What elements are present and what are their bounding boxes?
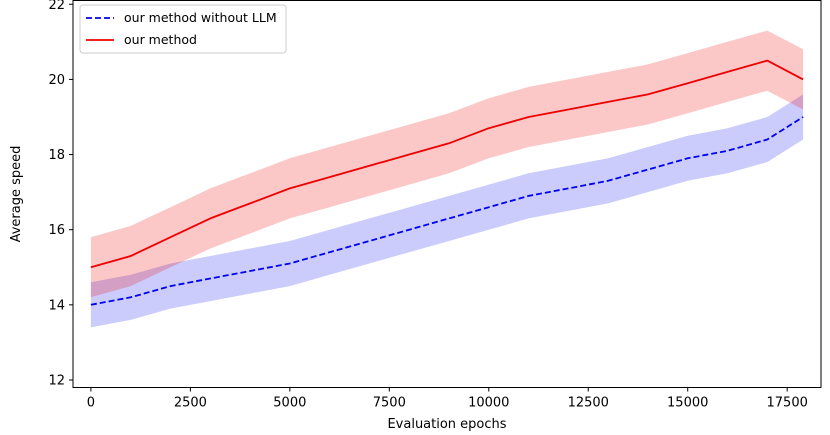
y-axis-label: Average speed xyxy=(9,146,24,243)
confidence-bands xyxy=(90,30,804,328)
legend-label-series-1: our method xyxy=(124,32,197,47)
series-lines xyxy=(90,59,804,306)
series-1-line xyxy=(90,59,804,269)
plot-frame xyxy=(72,0,822,388)
y-tick-label: 16 xyxy=(48,223,65,238)
series-0-line xyxy=(90,116,804,306)
x-axis-label: Evaluation epochs xyxy=(387,417,506,432)
legend-box xyxy=(79,4,287,54)
y-tick-label: 18 xyxy=(48,148,65,163)
legend-label-series-0: our method without LLM xyxy=(124,10,277,25)
x-tick-label: 10000 xyxy=(468,396,509,411)
x-tick-label: 5000 xyxy=(273,396,306,411)
x-tick-label: 0 xyxy=(87,396,95,411)
y-tick-label: 22 xyxy=(48,0,65,13)
x-tick-label: 7500 xyxy=(373,396,406,411)
y-axis-ticks: 12 14 16 18 20 22 xyxy=(48,0,73,388)
x-tick-label: 17500 xyxy=(767,396,808,411)
series-1-band xyxy=(90,30,804,298)
x-axis-ticks: 0 2500 5000 7500 10000 12500 15000 17500 xyxy=(87,387,808,411)
series-0-band xyxy=(90,94,804,328)
x-tick-label: 2500 xyxy=(174,396,207,411)
x-tick-label: 15000 xyxy=(667,396,708,411)
x-tick-label: 12500 xyxy=(568,396,609,411)
legend: our method without LLM our method xyxy=(79,4,287,54)
y-tick-label: 14 xyxy=(48,298,65,313)
y-tick-label: 12 xyxy=(48,373,65,388)
y-tick-label: 20 xyxy=(48,73,65,88)
